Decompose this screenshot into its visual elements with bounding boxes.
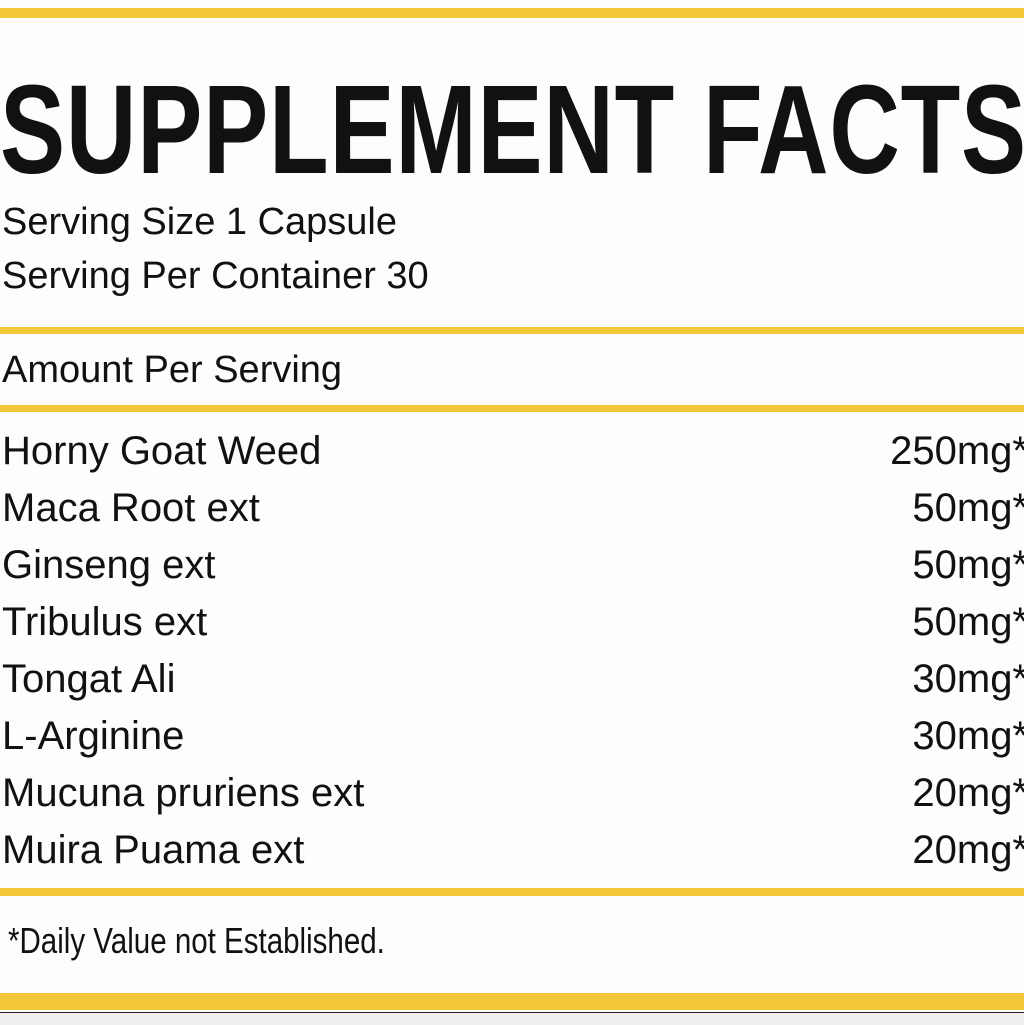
ingredient-amount: 30mg*	[912, 657, 1024, 701]
ingredient-amount: 50mg*	[912, 600, 1024, 644]
ingredient-name: L-Arginine	[2, 714, 185, 758]
ingredient-name: Maca Root ext	[2, 486, 260, 530]
divider	[0, 405, 1024, 412]
top-divider	[0, 8, 1024, 18]
ingredient-amount: 250mg*	[890, 429, 1024, 473]
footnote: *Daily Value not Established.	[8, 920, 385, 961]
ingredient-amount: 30mg*	[912, 714, 1024, 758]
ingredient-row: Muira Puama ext 20mg*	[2, 822, 1024, 879]
ingredient-name: Ginseng ext	[2, 543, 216, 587]
ingredient-row: Mucuna pruriens ext 20mg*	[2, 765, 1024, 822]
amount-header: Amount Per Serving	[2, 349, 343, 391]
ingredient-row: Maca Root ext 50mg*	[2, 480, 1024, 537]
ingredient-row: L-Arginine 30mg*	[2, 708, 1024, 765]
ingredient-row: Horny Goat Weed 250mg*	[2, 423, 1024, 480]
page-title: SUPPLEMENT FACTS	[0, 59, 1024, 200]
ingredient-amount: 50mg*	[912, 486, 1024, 530]
ingredient-name: Muira Puama ext	[2, 828, 305, 872]
ingredient-name: Tribulus ext	[2, 600, 208, 644]
ingredient-row: Tongat Ali 30mg*	[2, 651, 1024, 708]
servings-per-container: Serving Per Container 30	[2, 255, 429, 297]
ingredient-name: Tongat Ali	[2, 657, 176, 701]
ingredient-amount: 50mg*	[912, 543, 1024, 587]
divider	[0, 888, 1024, 896]
divider	[0, 327, 1024, 334]
ingredient-name: Mucuna pruriens ext	[2, 771, 365, 815]
ingredient-amount: 20mg*	[912, 828, 1024, 872]
serving-size: Serving Size 1 Capsule	[2, 201, 397, 243]
page-edge	[0, 1012, 1024, 1025]
bottom-divider	[0, 993, 1024, 1010]
ingredient-row: Tribulus ext 50mg*	[2, 594, 1024, 651]
ingredient-amount: 20mg*	[912, 771, 1024, 815]
ingredient-name: Horny Goat Weed	[2, 429, 322, 473]
ingredient-row: Ginseng ext 50mg*	[2, 537, 1024, 594]
